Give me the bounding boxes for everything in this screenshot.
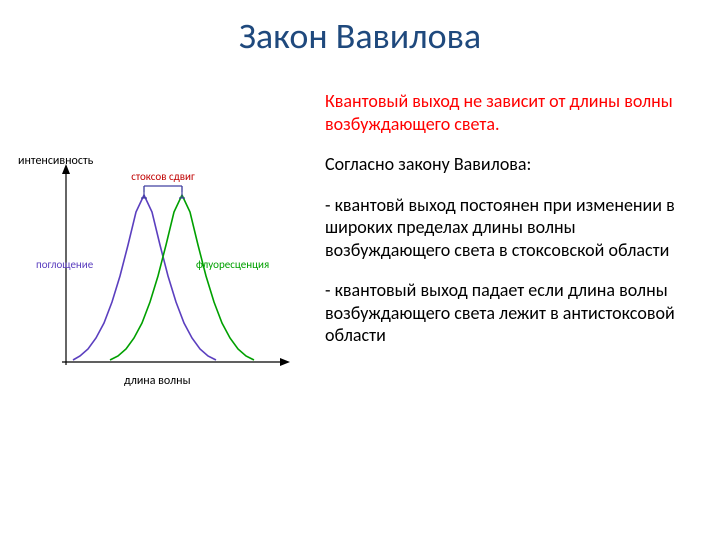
slide-title: Закон Вавилова — [0, 14, 720, 58]
bullet-2: - квантовый выход падает если длина волн… — [325, 279, 695, 347]
spectra-svg: интенсивность длина волны поглощение флу… — [18, 150, 308, 410]
x-axis-label: длина волны — [124, 374, 191, 388]
intro-line: Согласно закону Вавилова: — [325, 153, 695, 176]
statement-quantum-yield: Квантовый выход не зависит от длины волн… — [325, 90, 695, 135]
y-axis-label: интенсивность — [18, 154, 94, 168]
spectra-chart: интенсивность длина волны поглощение флу… — [18, 150, 308, 410]
bullet-1: - квантовй выход постоянен при изменении… — [325, 194, 695, 262]
stokes-shift-label: стоксов сдвиг — [131, 170, 195, 183]
slide: Закон Вавилова интенсивность длина волны… — [0, 0, 720, 540]
fluorescence-curve — [110, 195, 254, 360]
x-axis-arrow — [280, 358, 290, 366]
body-text: Квантовый выход не зависит от длины волн… — [325, 90, 695, 365]
absorption-label: поглощение — [36, 258, 94, 271]
stokes-bracket — [141, 186, 185, 198]
fluorescence-label: флуоресценция — [196, 258, 269, 271]
absorption-curve — [73, 195, 216, 360]
